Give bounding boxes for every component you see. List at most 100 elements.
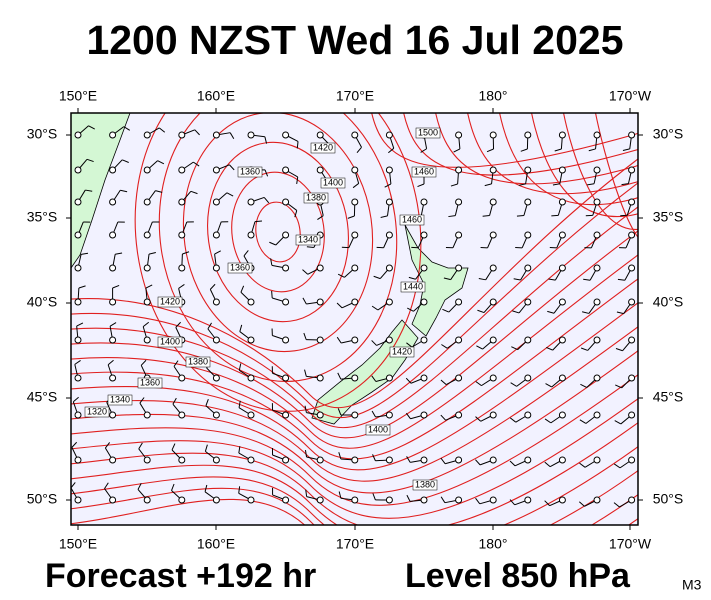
barb-flag (475, 416, 482, 422)
barb-flag (86, 158, 94, 163)
barb-flag (621, 183, 629, 186)
station (316, 374, 324, 382)
station (593, 374, 601, 382)
barb-flag (579, 462, 586, 468)
barb-flag (544, 461, 551, 468)
contour-label-box (157, 296, 183, 308)
barb-flag (240, 285, 245, 293)
barb-flag (614, 420, 622, 425)
barb-flag (239, 324, 243, 332)
contour-line (531, 113, 638, 217)
lat-label-left: 40°S (27, 294, 58, 310)
contour-line (71, 445, 638, 525)
barb-flag (317, 215, 324, 220)
barb-flag (171, 443, 176, 451)
contour-line (499, 113, 638, 206)
map-area (71, 113, 638, 525)
barb-flag (512, 310, 520, 314)
contour-line (71, 230, 638, 439)
station (593, 166, 601, 174)
contour-line (371, 113, 638, 168)
lon-label-top: 170°E (336, 88, 374, 104)
station (247, 496, 255, 504)
station (74, 198, 82, 206)
contour-label: 1400 (323, 177, 343, 187)
barb-flag (440, 414, 446, 421)
contour-label: 1400 (160, 336, 180, 346)
barb-flag (142, 321, 150, 327)
station (282, 131, 290, 139)
barb-flag (417, 183, 425, 188)
barb-flag (484, 183, 492, 187)
contour-labels: 1420 1400 1380 1360 1340 1360 1380 1400 1420 1360… (84, 127, 441, 491)
station (489, 231, 497, 239)
barb-flag (175, 321, 181, 328)
barb-flag (373, 275, 381, 280)
station (558, 298, 566, 306)
contour-label-box (399, 214, 425, 226)
barb-flag (453, 148, 461, 153)
station (316, 496, 324, 504)
barb-flag (520, 148, 528, 152)
barb-flag (145, 284, 153, 289)
station (74, 264, 82, 272)
station (385, 131, 393, 139)
station (212, 264, 220, 272)
station (351, 456, 359, 464)
station (178, 411, 186, 419)
station (316, 166, 324, 174)
barb-flag (371, 410, 376, 418)
station (420, 374, 428, 382)
barb-flag (482, 215, 490, 217)
barb-flag (148, 251, 156, 255)
contour-line (71, 487, 638, 525)
contour-label-box (137, 377, 163, 389)
barb-flag (371, 305, 379, 311)
barb-flag (207, 322, 212, 330)
station (593, 411, 601, 419)
station (178, 231, 186, 239)
station (489, 374, 497, 382)
barb-flag (509, 499, 516, 506)
station (282, 298, 290, 306)
level-label: Level 850 hPa (405, 557, 631, 595)
barb-flag (372, 493, 376, 501)
barb-flag (140, 359, 147, 366)
station (489, 411, 497, 419)
contour-label: 1460 (414, 166, 434, 176)
map-title: 1200 NZST Wed 16 Jul 2025 (86, 17, 623, 63)
contour-label: 1340 (110, 394, 130, 404)
station (109, 298, 117, 306)
barb-flag (371, 340, 377, 346)
contour-line (71, 398, 638, 519)
station (109, 496, 117, 504)
contour-label: 1360 (140, 377, 160, 387)
contour-line (71, 350, 638, 494)
station (109, 336, 117, 344)
station (593, 198, 601, 206)
barb-flag (583, 278, 591, 281)
barb-flag (226, 192, 234, 197)
station (351, 264, 359, 272)
station (524, 166, 532, 174)
contour-label: 1380 (306, 192, 326, 202)
station (74, 456, 82, 464)
barb-flag (544, 418, 552, 424)
lat-label-right: 30°S (653, 126, 684, 142)
barb-flag (137, 483, 142, 490)
contour-line (71, 182, 638, 418)
station (247, 374, 255, 382)
barb-flag (205, 398, 209, 406)
station (593, 298, 601, 306)
station (212, 198, 220, 206)
barb-flag (294, 210, 298, 218)
station (212, 496, 220, 504)
barb-flag (548, 278, 556, 281)
model-label: M3 (682, 577, 702, 593)
station (628, 411, 636, 419)
lat-label-left: 45°S (27, 389, 58, 405)
barb-flag (194, 129, 200, 136)
contour-line (403, 113, 638, 176)
station (385, 298, 393, 306)
station (143, 496, 151, 504)
